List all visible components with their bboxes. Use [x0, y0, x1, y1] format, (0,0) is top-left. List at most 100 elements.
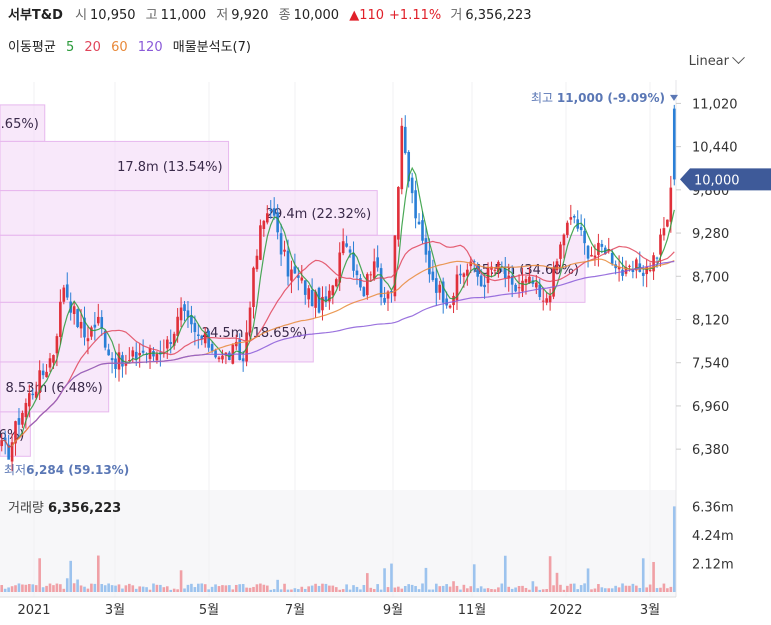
candle	[34, 381, 38, 400]
volume-bar	[0, 585, 4, 592]
candle	[283, 240, 286, 257]
candle	[569, 204, 573, 225]
volume-bar	[428, 589, 431, 592]
candle	[438, 280, 442, 300]
volume-bar	[431, 589, 435, 592]
candle	[217, 355, 221, 363]
volume-bar	[148, 589, 152, 592]
volume-bar	[555, 572, 559, 592]
candle	[341, 228, 345, 256]
candle	[297, 267, 300, 291]
volume-bar	[134, 588, 138, 592]
volume-bar	[221, 585, 224, 592]
volume-bar	[400, 588, 404, 592]
scale-value: Linear	[688, 54, 729, 69]
y-tick-label: 7,540	[692, 357, 729, 372]
volume-bar	[145, 587, 148, 592]
candle	[55, 333, 59, 367]
volume-bar	[541, 589, 545, 592]
volume-bar	[486, 588, 490, 592]
volume-bar	[14, 585, 17, 592]
volume-tick-label: 2.12m	[692, 557, 734, 572]
candle	[393, 235, 397, 302]
volume-bar	[217, 586, 221, 592]
volume-bar	[610, 588, 614, 592]
candle	[0, 434, 4, 452]
candle	[310, 278, 314, 307]
candle	[583, 218, 586, 255]
volume-bar	[24, 584, 28, 592]
candle	[17, 408, 21, 437]
volume-bar	[383, 568, 386, 592]
volume-bar	[86, 588, 90, 592]
candle	[414, 180, 417, 229]
volume-bar	[31, 584, 35, 592]
volume-bar	[552, 585, 555, 592]
candle	[672, 104, 676, 186]
volume-bar	[172, 588, 176, 592]
high-marker-arrow	[670, 94, 678, 101]
volume-bar	[117, 584, 121, 592]
volume-bar	[334, 587, 338, 592]
moving-average-legend[interactable]: 이동평균 5 20 60 120 매물분석도(7)	[8, 36, 257, 55]
candle	[466, 263, 469, 286]
high-label: 고	[145, 8, 158, 23]
candle	[186, 301, 190, 328]
volume-bar	[434, 583, 438, 592]
volume-bar	[241, 584, 245, 592]
volume-bar	[503, 555, 507, 592]
close-label: 종	[278, 8, 291, 23]
volume-panel-label: 거래량 6,356,223	[8, 501, 121, 516]
volume-bar	[162, 587, 166, 592]
x-tick-label: 9월	[383, 603, 403, 618]
volume-bar	[197, 583, 200, 592]
candle	[138, 343, 141, 368]
volume-bar	[234, 584, 238, 592]
volume-bar	[569, 583, 573, 592]
volume-bar	[500, 583, 504, 592]
current-price-label: 10,000	[694, 173, 740, 188]
volume-bar	[590, 589, 593, 592]
volume-bar	[90, 583, 93, 592]
volume-bar	[93, 583, 97, 592]
candle	[103, 329, 107, 351]
y-tick-label: 11,020	[692, 97, 738, 112]
y-tick-label: 6,380	[692, 443, 729, 458]
volume-bar	[193, 587, 197, 592]
candle	[7, 434, 10, 460]
volume-bar	[579, 585, 583, 592]
candle	[100, 310, 104, 336]
volume-bar	[293, 588, 297, 592]
candle	[372, 248, 376, 281]
volume-bar	[3, 588, 7, 592]
volume-profile-label[interactable]: 매물분석도(7)	[172, 40, 251, 55]
volume-bar	[441, 585, 445, 592]
candle	[269, 200, 273, 219]
volume-bar	[283, 583, 286, 592]
volume-bar	[621, 583, 624, 592]
scale-dropdown[interactable]: Linear	[688, 51, 745, 69]
candle	[272, 197, 276, 220]
candle	[352, 241, 355, 278]
volume-bar	[34, 585, 38, 592]
candle	[383, 286, 386, 305]
candle	[276, 204, 279, 240]
volume-bar	[321, 583, 324, 592]
candle	[400, 117, 404, 195]
candle	[314, 289, 317, 318]
volume-bar	[379, 589, 383, 592]
x-tick-label: 11월	[458, 603, 487, 618]
profile-bar-5	[0, 361, 110, 413]
volume-bar	[114, 585, 117, 592]
profile-label-5: 8.53m (6.48%)	[6, 381, 103, 396]
volume-bar	[462, 584, 466, 592]
candle	[45, 364, 48, 378]
volume-bar	[355, 586, 359, 592]
volume-bar	[59, 584, 62, 592]
volume-bar	[83, 586, 86, 592]
volume-bar	[655, 588, 659, 592]
ma-5: 5	[65, 40, 75, 55]
x-tick-label: 3월	[640, 603, 660, 618]
candle	[510, 265, 514, 298]
